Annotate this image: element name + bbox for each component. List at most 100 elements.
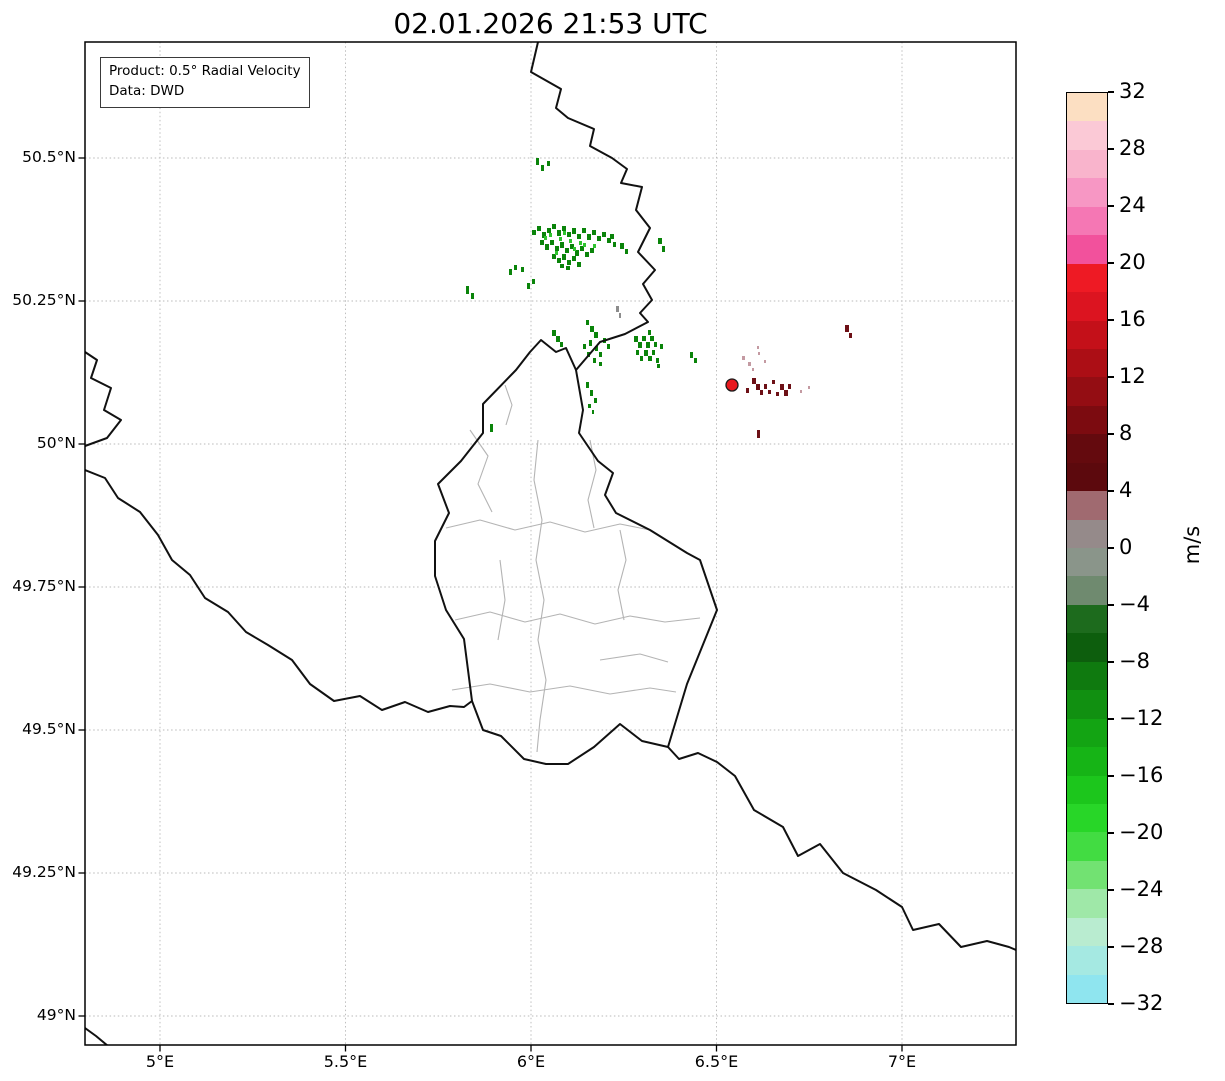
echo-green-dark xyxy=(599,352,602,357)
y-tick-label: 49°N xyxy=(36,1006,76,1024)
x-tick-label: 7°E xyxy=(887,1052,917,1071)
district-border xyxy=(617,529,627,621)
colorbar-segment xyxy=(1067,348,1107,378)
echo-green-dark xyxy=(654,342,657,347)
district-border xyxy=(599,653,669,663)
echo-green-bright xyxy=(563,231,566,235)
colorbar-tick-mark xyxy=(1108,433,1114,435)
echo-green-dark xyxy=(648,356,652,361)
colorbar-segment xyxy=(1067,491,1107,520)
colorbar-segment xyxy=(1067,747,1107,776)
district-border xyxy=(469,429,493,513)
colorbar-tick-mark xyxy=(1108,889,1114,891)
border-givet-salient xyxy=(85,351,122,447)
echo-green-dark xyxy=(640,356,643,361)
echo-green-dark xyxy=(625,249,628,254)
echo-green-dark xyxy=(690,352,693,358)
echo-green-dark xyxy=(560,342,563,347)
echo-pink xyxy=(742,356,745,360)
colorbar-segment xyxy=(1067,604,1107,634)
colorbar-segment xyxy=(1067,434,1107,463)
x-tick-label: 5°E xyxy=(145,1052,175,1071)
echo-green-bright xyxy=(559,237,562,241)
echo-green-dark xyxy=(636,350,639,355)
echo-green-dark xyxy=(577,262,581,267)
colorbar-tick-mark xyxy=(1108,832,1114,834)
colorbar-segment xyxy=(1067,462,1107,492)
grid-lines xyxy=(85,42,1016,1045)
echo-green-dark xyxy=(650,336,654,341)
echo-green-dark xyxy=(593,358,596,363)
border-belgium-germany xyxy=(530,42,656,371)
colorbar-unit-label: m/s xyxy=(1180,525,1204,565)
colorbar-tick-mark xyxy=(1108,262,1114,264)
colorbar-segment xyxy=(1067,235,1107,264)
colorbar-tick-label: −24 xyxy=(1119,876,1164,901)
echo-green-dark xyxy=(560,242,564,248)
echo-green-dark xyxy=(570,244,574,249)
colorbar-segment xyxy=(1067,974,1107,1003)
echo-green-dark xyxy=(562,226,566,231)
echo-green-dark xyxy=(545,244,549,250)
echo-green-dark xyxy=(565,248,569,253)
y-tick-label: 50.5°N xyxy=(22,148,76,166)
echo-green-dark xyxy=(594,398,597,403)
figure-title: 02.01.2026 21:53 UTC xyxy=(393,7,708,40)
echo-green-dark xyxy=(541,165,544,171)
colorbar-tick-mark xyxy=(1108,376,1114,378)
echo-maroon xyxy=(849,333,852,338)
echo-green-dark xyxy=(607,238,611,243)
echo-green-dark xyxy=(572,228,576,234)
district-border xyxy=(533,439,547,753)
y-tick-label: 49.25°N xyxy=(12,863,76,881)
echo-maroon xyxy=(768,390,771,394)
echo-green-dark xyxy=(575,250,579,256)
echo-green-dark xyxy=(646,342,650,348)
echo-green-dark xyxy=(590,390,593,396)
colorbar-tick-mark xyxy=(1108,91,1114,93)
data-source-label: Data: DWD xyxy=(109,83,185,100)
colorbar-tick-mark xyxy=(1108,319,1114,321)
echo-green-dark xyxy=(555,246,559,251)
colorbar-segment xyxy=(1067,121,1107,150)
colorbar-tick-label: −4 xyxy=(1119,591,1150,616)
echo-green-dark xyxy=(592,230,596,235)
echo-maroon xyxy=(756,384,760,390)
colorbar-tick-mark xyxy=(1108,1003,1114,1005)
plot-border xyxy=(84,41,1017,1046)
echo-maroon xyxy=(776,392,779,396)
echo-green-bright xyxy=(555,251,558,255)
colorbar-segment xyxy=(1067,633,1107,662)
echo-green-bright xyxy=(573,247,576,251)
echo-green-dark xyxy=(532,279,535,284)
radar-site-dot xyxy=(725,378,739,392)
colorbar-tick-label: 20 xyxy=(1119,249,1146,274)
echo-green-dark xyxy=(521,267,524,272)
colorbar-tick-mark xyxy=(1108,946,1114,948)
colorbar-segment xyxy=(1067,292,1107,321)
colorbar-tick-mark xyxy=(1108,604,1114,606)
echo-green-dark xyxy=(577,234,581,239)
echo-green-dark xyxy=(590,326,594,332)
colorbar-segment xyxy=(1067,377,1107,406)
echo-green-dark xyxy=(648,330,651,335)
colorbar-tick-mark xyxy=(1108,718,1114,720)
echo-green-dark xyxy=(557,258,561,263)
echo-green-dark xyxy=(552,224,556,229)
colorbar-tick-label: −8 xyxy=(1119,648,1150,673)
colorbar-segment xyxy=(1067,149,1107,179)
echo-green-dark xyxy=(537,226,541,231)
echo-green-dark xyxy=(587,234,591,240)
colorbar-tick-label: 12 xyxy=(1119,363,1146,388)
echo-green-dark xyxy=(540,240,544,245)
echo-green-dark xyxy=(514,265,517,270)
echo-green-dark xyxy=(602,232,606,237)
echo-green-dark xyxy=(542,232,546,238)
echo-pink xyxy=(800,390,802,393)
colorbar-segment xyxy=(1067,93,1107,122)
colorbar-tick-mark xyxy=(1108,661,1114,663)
colorbar-segment xyxy=(1067,405,1107,435)
echo-green-dark xyxy=(662,246,665,252)
district-border xyxy=(445,519,651,533)
echo-green-dark xyxy=(572,256,576,261)
